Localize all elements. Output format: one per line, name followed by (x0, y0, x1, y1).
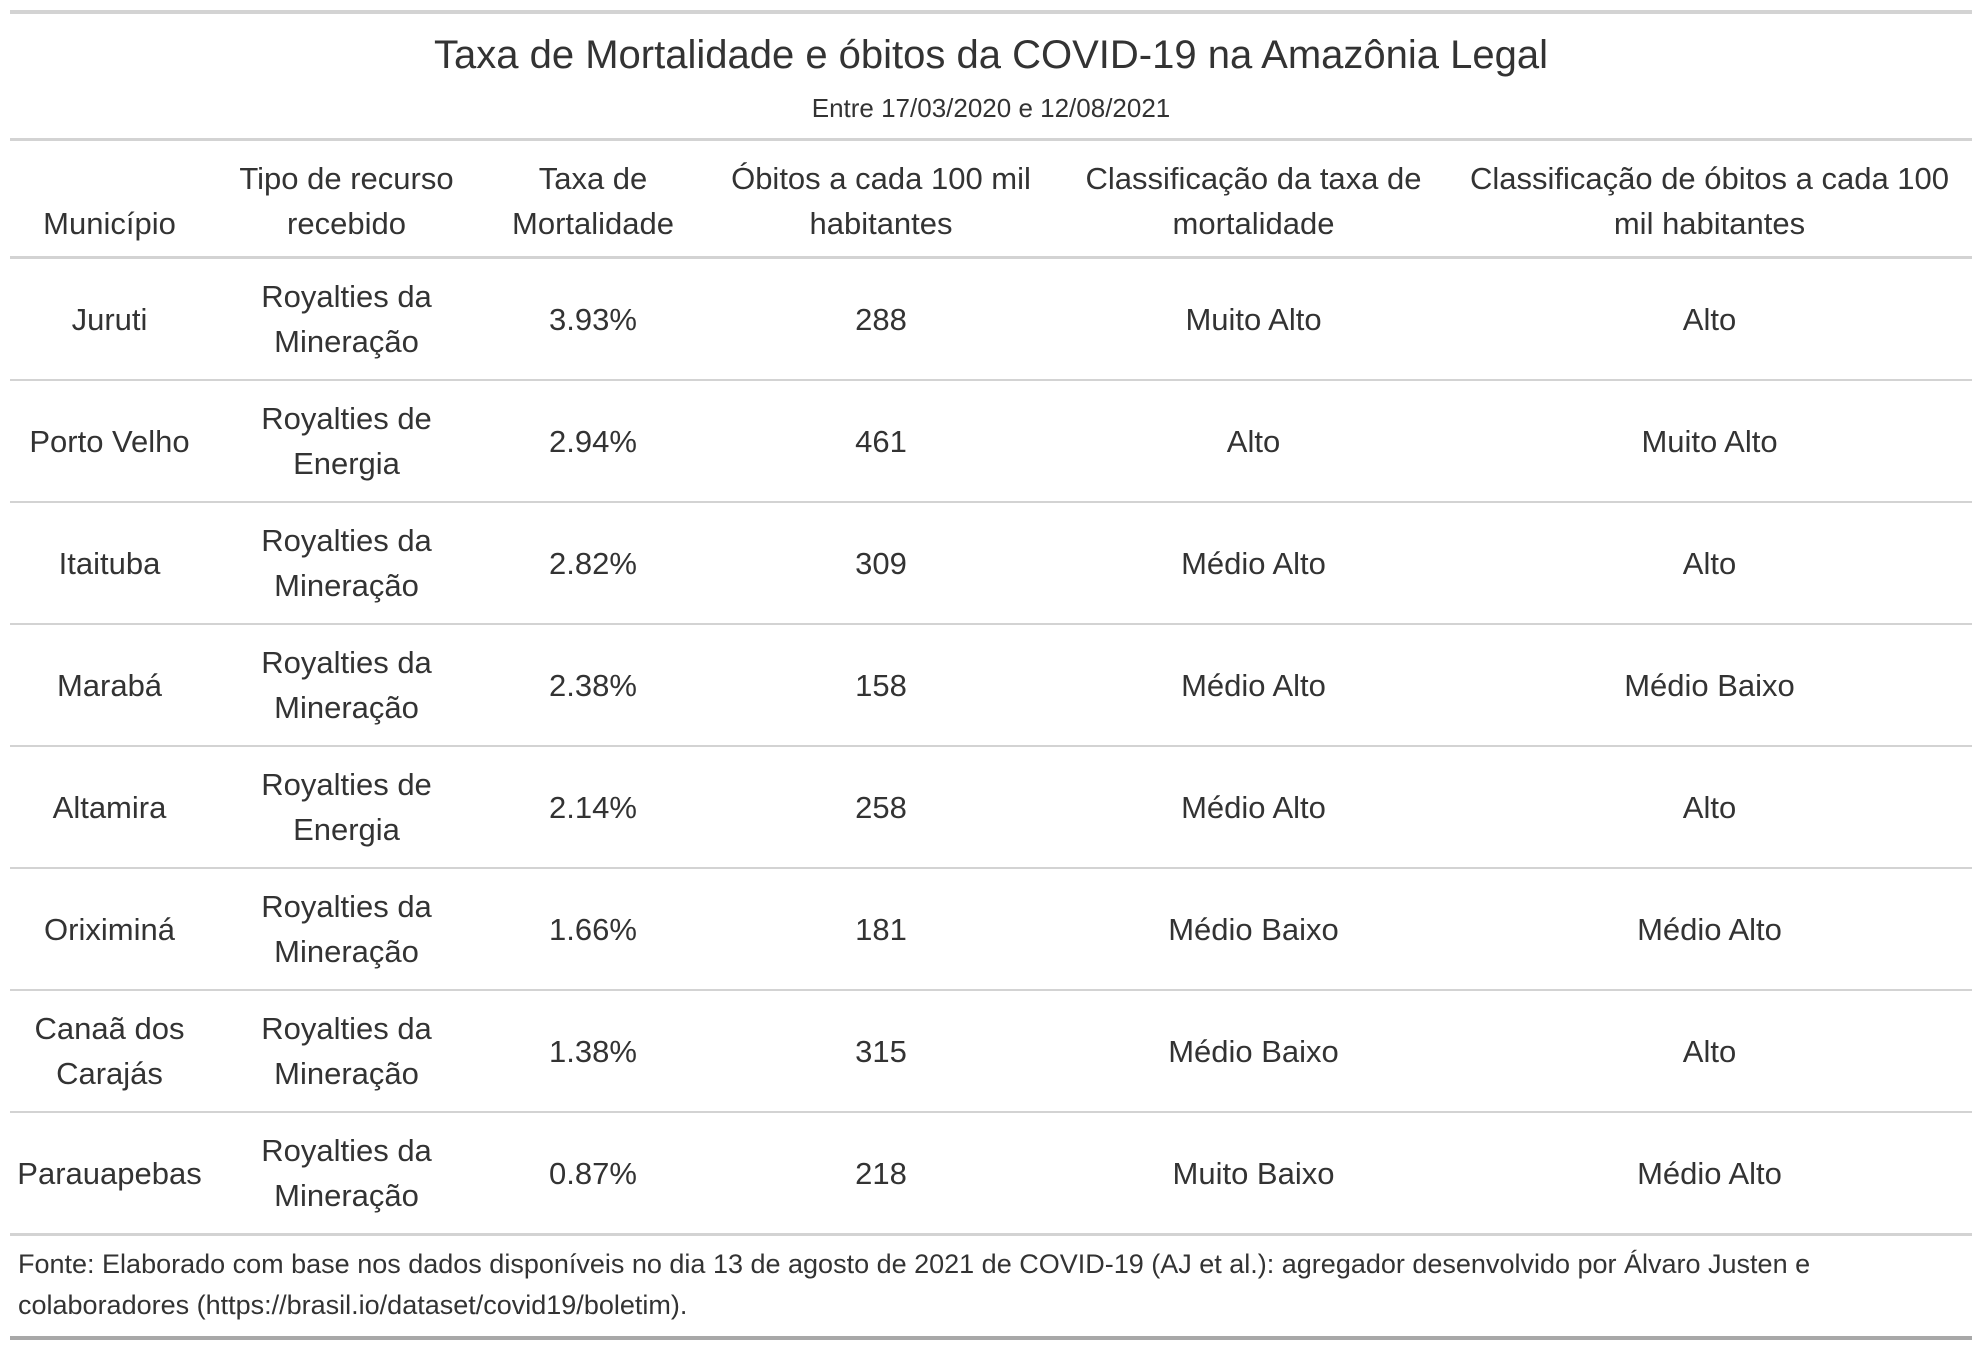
cell-municipio: Canaã dos Carajás (10, 990, 209, 1113)
table-row: Parauapebas Royalties da Mineração 0.87% 21… (10, 1112, 1972, 1236)
cell-obitos: 158 (702, 624, 1060, 747)
cell-taxa-mortalidade: 0.87% (484, 1112, 702, 1236)
table-row: Oriximiná Royalties da Mineração 1.66% 181 M… (10, 868, 1972, 991)
cell-tipo-recurso: Royalties de Energia (209, 380, 484, 503)
column-header-classificacao-obitos: Classificação de óbitos a cada 100 mil h… (1447, 141, 1972, 259)
bottom-rule (10, 1336, 1972, 1340)
cell-classificacao-taxa: Médio Alto (1060, 746, 1447, 869)
table-row: Marabá Royalties da Mineração 2.38% 158 Médi… (10, 624, 1972, 747)
cell-municipio: Itaituba (10, 502, 209, 625)
cell-taxa-mortalidade: 2.14% (484, 746, 702, 869)
cell-municipio: Juruti (10, 257, 209, 381)
cell-municipio: Oriximiná (10, 868, 209, 991)
cell-obitos: 461 (702, 380, 1060, 503)
cell-classificacao-obitos: Alto (1447, 746, 1972, 869)
column-header-taxa-mortalidade: Taxa de Mortalidade (484, 141, 702, 259)
cell-classificacao-obitos: Alto (1447, 257, 1972, 381)
cell-classificacao-taxa: Alto (1060, 380, 1447, 503)
cell-tipo-recurso: Royalties da Mineração (209, 624, 484, 747)
cell-obitos: 288 (702, 257, 1060, 381)
cell-classificacao-obitos: Muito Alto (1447, 380, 1972, 503)
cell-classificacao-obitos: Médio Alto (1447, 1112, 1972, 1236)
table-row: Itaituba Royalties da Mineração 2.82% 309 Mé… (10, 502, 1972, 625)
column-header-tipo-recurso: Tipo de recurso recebido (209, 141, 484, 259)
cell-taxa-mortalidade: 3.93% (484, 257, 702, 381)
cell-obitos: 181 (702, 868, 1060, 991)
cell-tipo-recurso: Royalties da Mineração (209, 502, 484, 625)
cell-classificacao-taxa: Médio Baixo (1060, 990, 1447, 1113)
cell-classificacao-taxa: Médio Baixo (1060, 868, 1447, 991)
table-row: Juruti Royalties da Mineração 3.93% 288 Muit… (10, 257, 1972, 381)
cell-taxa-mortalidade: 2.94% (484, 380, 702, 503)
table-row: Porto Velho Royalties de Energia 2.94% 461 A… (10, 380, 1972, 503)
cell-obitos: 258 (702, 746, 1060, 869)
table-subtitle: Entre 17/03/2020 e 12/08/2021 (811, 93, 1171, 123)
cell-tipo-recurso: Royalties da Mineração (209, 868, 484, 991)
mortality-table: Município Tipo de recurso recebido Taxa … (10, 141, 1972, 1236)
cell-municipio: Parauapebas (10, 1112, 209, 1236)
cell-municipio: Porto Velho (10, 380, 209, 503)
cell-classificacao-obitos: Alto (1447, 502, 1972, 625)
cell-municipio: Altamira (10, 746, 209, 869)
cell-classificacao-obitos: Alto (1447, 990, 1972, 1113)
column-header-municipio: Município (10, 141, 209, 259)
cell-classificacao-taxa: Médio Alto (1060, 624, 1447, 747)
cell-obitos: 309 (702, 502, 1060, 625)
cell-municipio: Marabá (10, 624, 209, 747)
column-header-obitos: Óbitos a cada 100 mil habitantes (702, 141, 1060, 259)
column-header-classificacao-taxa: Classificação da taxa de mortalidade (1060, 141, 1447, 259)
table-row: Altamira Royalties de Energia 2.14% 258 Médi… (10, 746, 1972, 869)
cell-tipo-recurso: Royalties da Mineração (209, 990, 484, 1113)
cell-classificacao-taxa: Muito Alto (1060, 257, 1447, 381)
cell-obitos: 315 (702, 990, 1060, 1113)
title-rule (10, 138, 1972, 141)
cell-classificacao-taxa: Muito Baixo (1060, 1112, 1447, 1236)
table-row: Canaã dos Carajás Royalties da Mineração 1… (10, 990, 1972, 1113)
cell-classificacao-obitos: Médio Alto (1447, 868, 1972, 991)
source-footnote: Fonte: Elaborado com base nos dados disp… (18, 1249, 1811, 1320)
cell-classificacao-taxa: Médio Alto (1060, 502, 1447, 625)
cell-taxa-mortalidade: 1.66% (484, 868, 702, 991)
table-container: Taxa de Mortalidade e óbitos da COVID-19… (10, 10, 1972, 1340)
cell-classificacao-obitos: Médio Baixo (1447, 624, 1972, 747)
cell-tipo-recurso: Royalties da Mineração (209, 1112, 484, 1236)
top-rule (10, 10, 1972, 14)
cell-taxa-mortalidade: 2.82% (484, 502, 702, 625)
cell-obitos: 218 (702, 1112, 1060, 1236)
cell-tipo-recurso: Royalties da Mineração (209, 257, 484, 381)
cell-tipo-recurso: Royalties de Energia (209, 746, 484, 869)
table-title: Taxa de Mortalidade e óbitos da COVID-19… (433, 33, 1548, 77)
header-row: Município Tipo de recurso recebido Taxa … (10, 141, 1972, 259)
cell-taxa-mortalidade: 2.38% (484, 624, 702, 747)
cell-taxa-mortalidade: 1.38% (484, 990, 702, 1113)
